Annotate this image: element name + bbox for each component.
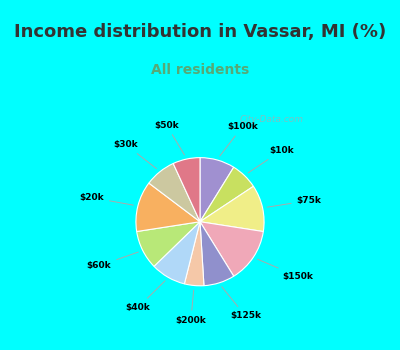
Text: $150k: $150k [258,259,313,281]
Wedge shape [200,222,234,286]
Text: $100k: $100k [220,122,258,156]
Wedge shape [149,163,200,222]
Text: $40k: $40k [126,281,165,312]
Wedge shape [184,222,204,286]
Wedge shape [137,222,200,266]
Wedge shape [154,222,200,284]
Wedge shape [173,158,200,222]
Text: $20k: $20k [80,193,133,205]
Wedge shape [136,183,200,232]
Text: All residents: All residents [151,63,249,77]
Wedge shape [200,186,264,232]
Text: $10k: $10k [248,146,294,173]
Text: $125k: $125k [222,287,261,321]
Text: $50k: $50k [154,120,184,155]
Wedge shape [200,158,234,222]
Wedge shape [200,222,263,276]
Text: $60k: $60k [87,252,138,270]
Text: $75k: $75k [267,196,322,207]
Text: Income distribution in Vassar, MI (%): Income distribution in Vassar, MI (%) [14,22,386,41]
Text: $30k: $30k [113,140,156,169]
Text: City-Data.com: City-Data.com [239,114,303,124]
Wedge shape [200,167,254,222]
Text: $200k: $200k [176,290,206,325]
